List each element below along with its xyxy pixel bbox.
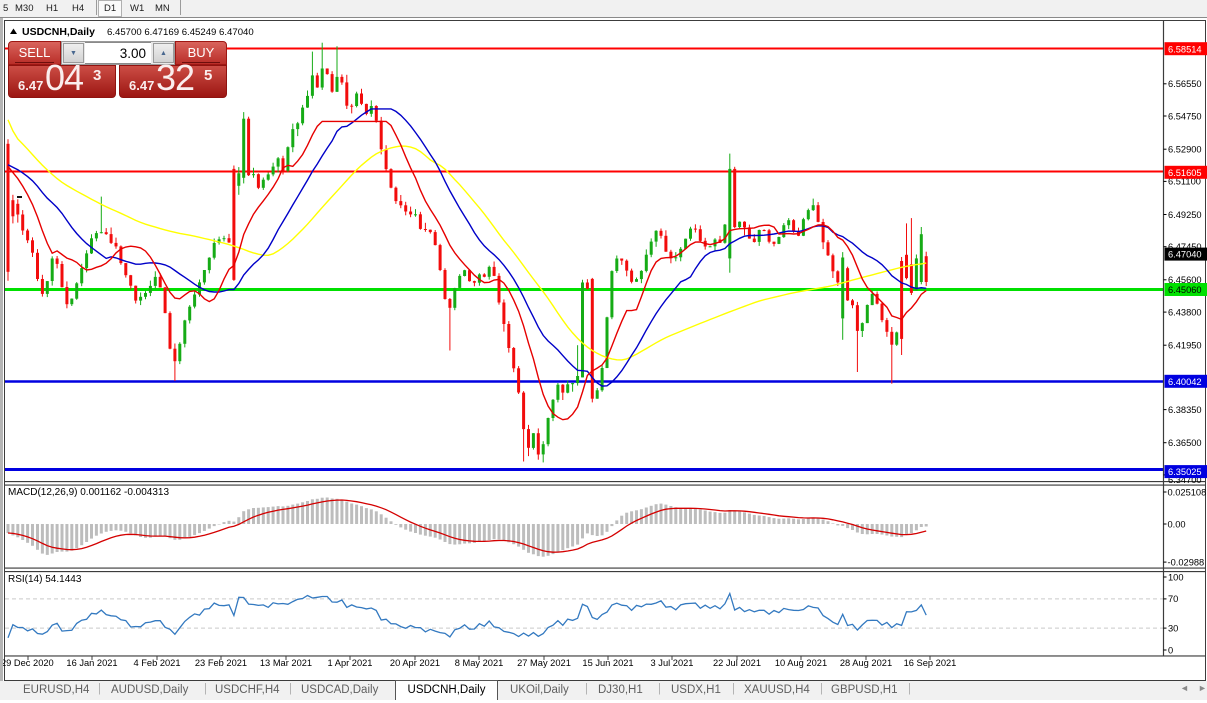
svg-text:-0.02988: -0.02988 xyxy=(1168,557,1205,567)
svg-text:6.40042: 6.40042 xyxy=(1168,377,1202,387)
svg-text:6.54750: 6.54750 xyxy=(1168,111,1202,121)
svg-text:8 May 2021: 8 May 2021 xyxy=(455,658,504,668)
svg-text:1 Apr 2021: 1 Apr 2021 xyxy=(328,658,373,668)
svg-text:28 Aug 2021: 28 Aug 2021 xyxy=(840,658,892,668)
svg-text:MACD(12,26,9) 0.001162 -0.0043: MACD(12,26,9) 0.001162 -0.004313 xyxy=(8,487,169,498)
svg-text:20 Apr 2021: 20 Apr 2021 xyxy=(390,658,440,668)
svg-text:RSI(14) 54.1443: RSI(14) 54.1443 xyxy=(8,574,82,585)
svg-text:29 Dec 2020: 29 Dec 2020 xyxy=(1,658,54,668)
svg-text:27 May 2021: 27 May 2021 xyxy=(517,658,571,668)
svg-text:16 Sep 2021: 16 Sep 2021 xyxy=(904,658,957,668)
svg-text:6.36500: 6.36500 xyxy=(1168,438,1202,448)
svg-text:USDCNH,Daily: USDCNH,Daily xyxy=(22,26,95,38)
svg-text:16 Jan 2021: 16 Jan 2021 xyxy=(66,658,117,668)
svg-text:6.43800: 6.43800 xyxy=(1168,307,1202,317)
svg-text:6.45060: 6.45060 xyxy=(1168,285,1202,295)
svg-text:0: 0 xyxy=(1168,645,1173,655)
svg-text:6.52900: 6.52900 xyxy=(1168,145,1202,155)
svg-text:13 Mar 2021: 13 Mar 2021 xyxy=(260,658,312,668)
svg-text:6.47040: 6.47040 xyxy=(1168,250,1202,260)
svg-text:6.47450: 6.47450 xyxy=(1168,242,1202,252)
svg-text:6.56550: 6.56550 xyxy=(1168,79,1202,89)
svg-text:22 Jul 2021: 22 Jul 2021 xyxy=(713,658,761,668)
svg-text:6.35025: 6.35025 xyxy=(1168,467,1202,477)
svg-text:100: 100 xyxy=(1168,572,1184,582)
svg-text:6.51100: 6.51100 xyxy=(1168,177,1201,187)
svg-text:6.58514: 6.58514 xyxy=(1168,44,1202,54)
svg-text:6.41950: 6.41950 xyxy=(1168,341,1202,351)
svg-text:6.45600: 6.45600 xyxy=(1168,275,1202,285)
svg-text:6.45700 6.47169 6.45249 6.4704: 6.45700 6.47169 6.45249 6.47040 xyxy=(107,27,254,38)
svg-text:0.00: 0.00 xyxy=(1168,519,1186,529)
svg-text:6.51605: 6.51605 xyxy=(1168,168,1202,178)
svg-text:6.49250: 6.49250 xyxy=(1168,210,1202,220)
svg-text:70: 70 xyxy=(1168,594,1178,604)
svg-text:4 Feb 2021: 4 Feb 2021 xyxy=(133,658,180,668)
svg-text:0.025108: 0.025108 xyxy=(1168,487,1207,497)
svg-text:6.38350: 6.38350 xyxy=(1168,405,1202,415)
svg-text:6.34700: 6.34700 xyxy=(1168,475,1202,485)
svg-text:23 Feb 2021: 23 Feb 2021 xyxy=(195,658,247,668)
svg-text:3 Jul 2021: 3 Jul 2021 xyxy=(651,658,694,668)
svg-text:10 Aug 2021: 10 Aug 2021 xyxy=(775,658,827,668)
svg-text:30: 30 xyxy=(1168,623,1178,633)
svg-text:15 Jun 2021: 15 Jun 2021 xyxy=(582,658,633,668)
